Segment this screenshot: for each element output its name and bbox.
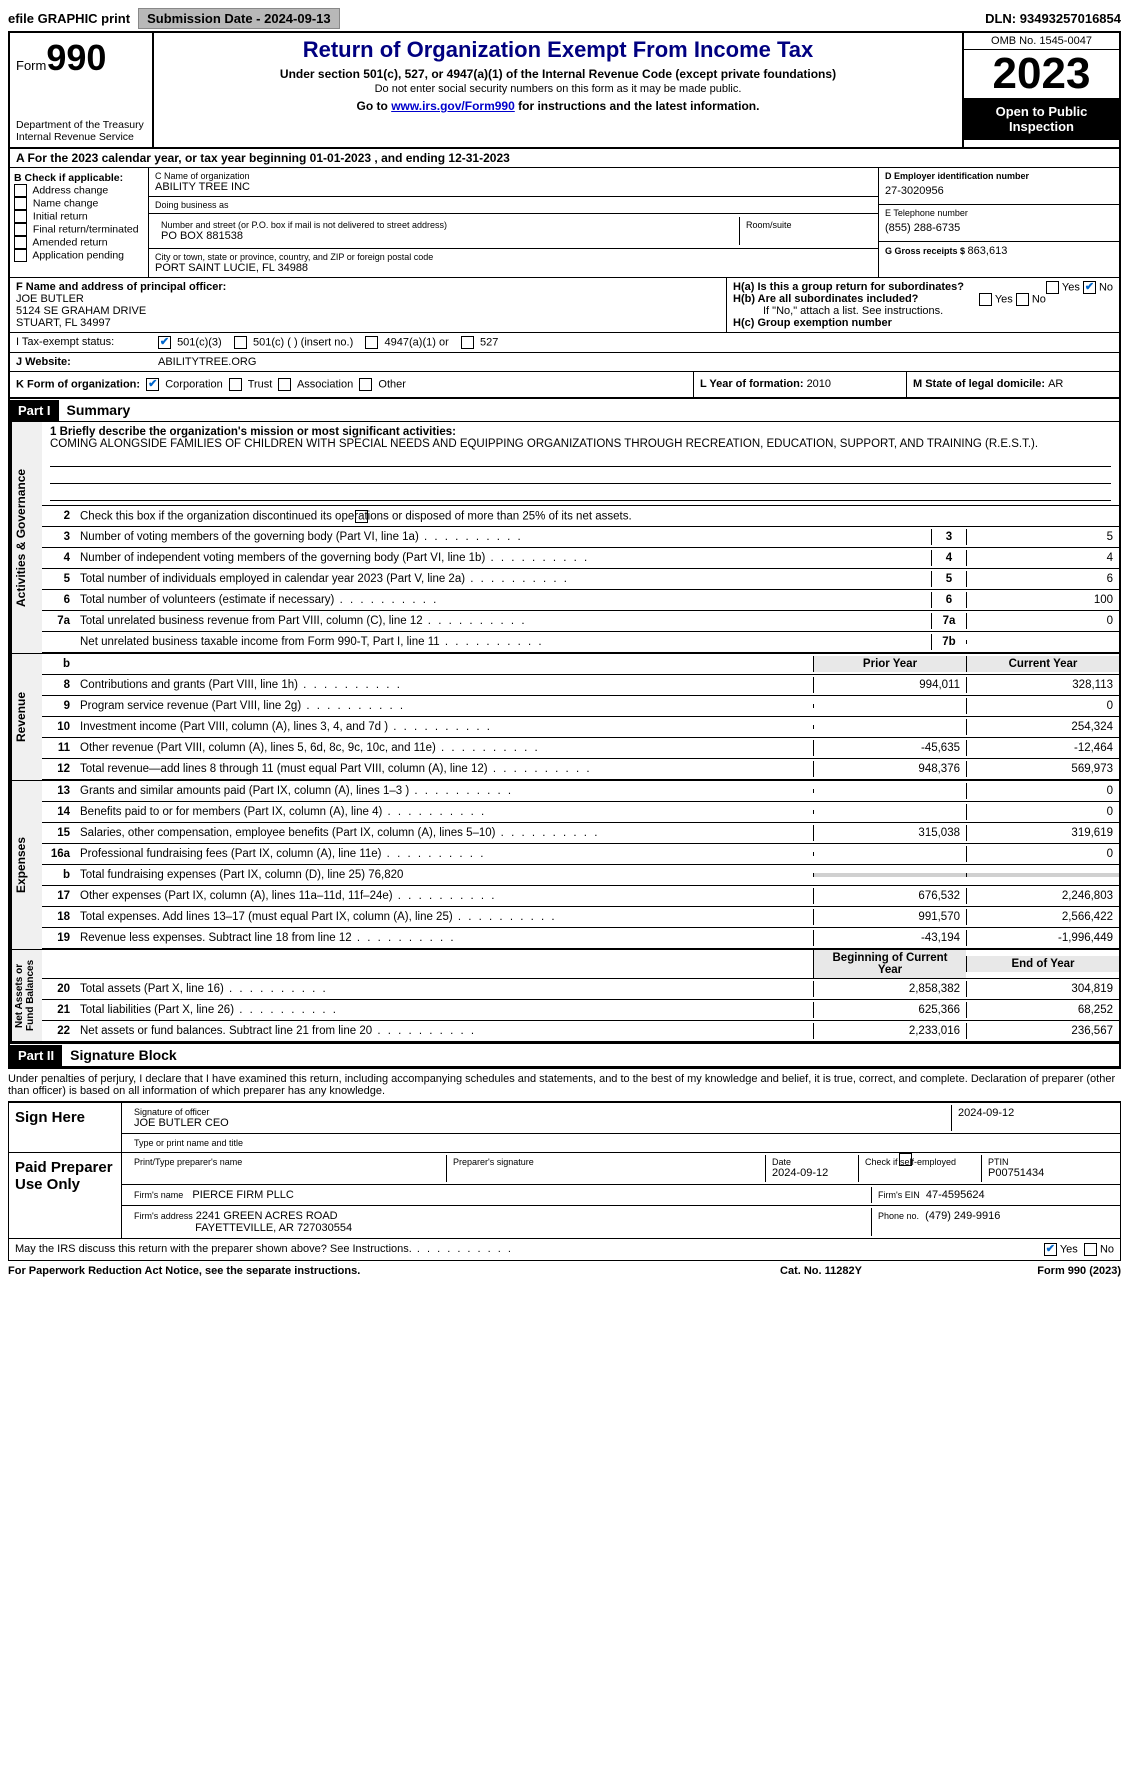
summary-row: 18Total expenses. Add lines 13–17 (must … xyxy=(42,907,1119,928)
form-container: Form990 Department of the Treasury Inter… xyxy=(8,31,1121,1069)
summary-row: 14Benefits paid to or for members (Part … xyxy=(42,802,1119,823)
gross-receipts: 863,613 xyxy=(968,245,1008,257)
ein: 27-3020956 xyxy=(885,181,1113,201)
summary-row: 12Total revenue—add lines 8 through 11 (… xyxy=(42,759,1119,781)
summary-row: 3Number of voting members of the governi… xyxy=(42,527,1119,548)
website: ABILITYTREE.ORG xyxy=(152,353,1119,371)
summary-row: 15Salaries, other compensation, employee… xyxy=(42,823,1119,844)
501c3-check[interactable] xyxy=(158,336,171,349)
summary-row: 21Total liabilities (Part X, line 26)625… xyxy=(42,1000,1119,1021)
year-cell: OMB No. 1545-0047 2023 Open to Public In… xyxy=(962,33,1119,147)
summary-row: 16aProfessional fundraising fees (Part I… xyxy=(42,844,1119,865)
summary-row: 6Total number of volunteers (estimate if… xyxy=(42,590,1119,611)
self-emp-check[interactable] xyxy=(899,1153,912,1166)
ha-no-check[interactable] xyxy=(1083,281,1096,294)
irs-link[interactable]: www.irs.gov/Form990 xyxy=(391,99,515,113)
colb-item: Address change xyxy=(14,184,144,197)
other-check[interactable] xyxy=(359,378,372,391)
form-id-cell: Form990 Department of the Treasury Inter… xyxy=(10,33,154,147)
summary-row: 4Number of independent voting members of… xyxy=(42,548,1119,569)
officer-cell: F Name and address of principal officer:… xyxy=(10,278,727,332)
colb-item: Name change xyxy=(14,197,144,210)
top-bar: efile GRAPHIC print Submission Date - 20… xyxy=(8,8,1121,29)
summary-row: 19Revenue less expenses. Subtract line 1… xyxy=(42,928,1119,950)
vtab-na: Net Assets or Fund Balances xyxy=(10,950,42,1042)
hb-yes-check[interactable] xyxy=(979,293,992,306)
form-title-cell: Return of Organization Exempt From Incom… xyxy=(154,33,962,147)
part-i-header: Part I xyxy=(10,400,59,421)
org-address: PO BOX 881538 xyxy=(161,230,733,242)
colb-item: Initial return xyxy=(14,210,144,223)
dln: DLN: 93493257016854 xyxy=(985,11,1121,26)
footer: For Paperwork Reduction Act Notice, see … xyxy=(8,1261,1121,1277)
527-check[interactable] xyxy=(461,336,474,349)
501c-check[interactable] xyxy=(234,336,247,349)
summary-row: 22Net assets or fund balances. Subtract … xyxy=(42,1021,1119,1042)
mission-text: COMING ALONGSIDE FAMILIES OF CHILDREN WI… xyxy=(50,438,1111,450)
vtab-rev: Revenue xyxy=(10,654,42,781)
signature-block: Under penalties of perjury, I declare th… xyxy=(8,1069,1121,1261)
part-ii-header: Part II xyxy=(10,1045,62,1066)
submission-date-btn: Submission Date - 2024-09-13 xyxy=(138,8,340,29)
summary-row: Net unrelated business taxable income fr… xyxy=(42,632,1119,654)
colb-item: Application pending xyxy=(14,249,144,262)
summary-row: 20Total assets (Part X, line 16)2,858,38… xyxy=(42,979,1119,1000)
discuss-yes-check[interactable] xyxy=(1044,1243,1057,1256)
l2-check[interactable] xyxy=(355,510,368,523)
org-name: ABILITY TREE INC xyxy=(155,181,872,193)
org-city: PORT SAINT LUCIE, FL 34988 xyxy=(155,262,872,274)
summary-row: 17Other expenses (Part IX, column (A), l… xyxy=(42,886,1119,907)
discuss-no-check[interactable] xyxy=(1084,1243,1097,1256)
row-a: A For the 2023 calendar year, or tax yea… xyxy=(10,149,1119,168)
summary-row: 11Other revenue (Part VIII, column (A), … xyxy=(42,738,1119,759)
ha-yes-check[interactable] xyxy=(1046,281,1059,294)
summary-row: 8Contributions and grants (Part VIII, li… xyxy=(42,675,1119,696)
corp-check[interactable] xyxy=(146,378,159,391)
summary-row: 9Program service revenue (Part VIII, lin… xyxy=(42,696,1119,717)
efile-label: efile GRAPHIC print xyxy=(8,11,130,26)
summary-row: 13Grants and similar amounts paid (Part … xyxy=(42,781,1119,802)
colb-item: Final return/terminated xyxy=(14,223,144,236)
col-b: B Check if applicable: Address change Na… xyxy=(10,168,149,277)
trust-check[interactable] xyxy=(229,378,242,391)
summary-row: 5Total number of individuals employed in… xyxy=(42,569,1119,590)
h-section: H(a) Is this a group return for subordin… xyxy=(727,278,1119,332)
vtab-exp: Expenses xyxy=(10,781,42,950)
assoc-check[interactable] xyxy=(278,378,291,391)
colb-item: Amended return xyxy=(14,236,144,249)
hb-no-check[interactable] xyxy=(1016,293,1029,306)
summary-row: 7aTotal unrelated business revenue from … xyxy=(42,611,1119,632)
vtab-ag: Activities & Governance xyxy=(10,422,42,654)
summary-row: bTotal fundraising expenses (Part IX, co… xyxy=(42,865,1119,886)
summary-row: 10Investment income (Part VIII, column (… xyxy=(42,717,1119,738)
telephone: (855) 288-6735 xyxy=(885,218,1113,238)
4947-check[interactable] xyxy=(365,336,378,349)
